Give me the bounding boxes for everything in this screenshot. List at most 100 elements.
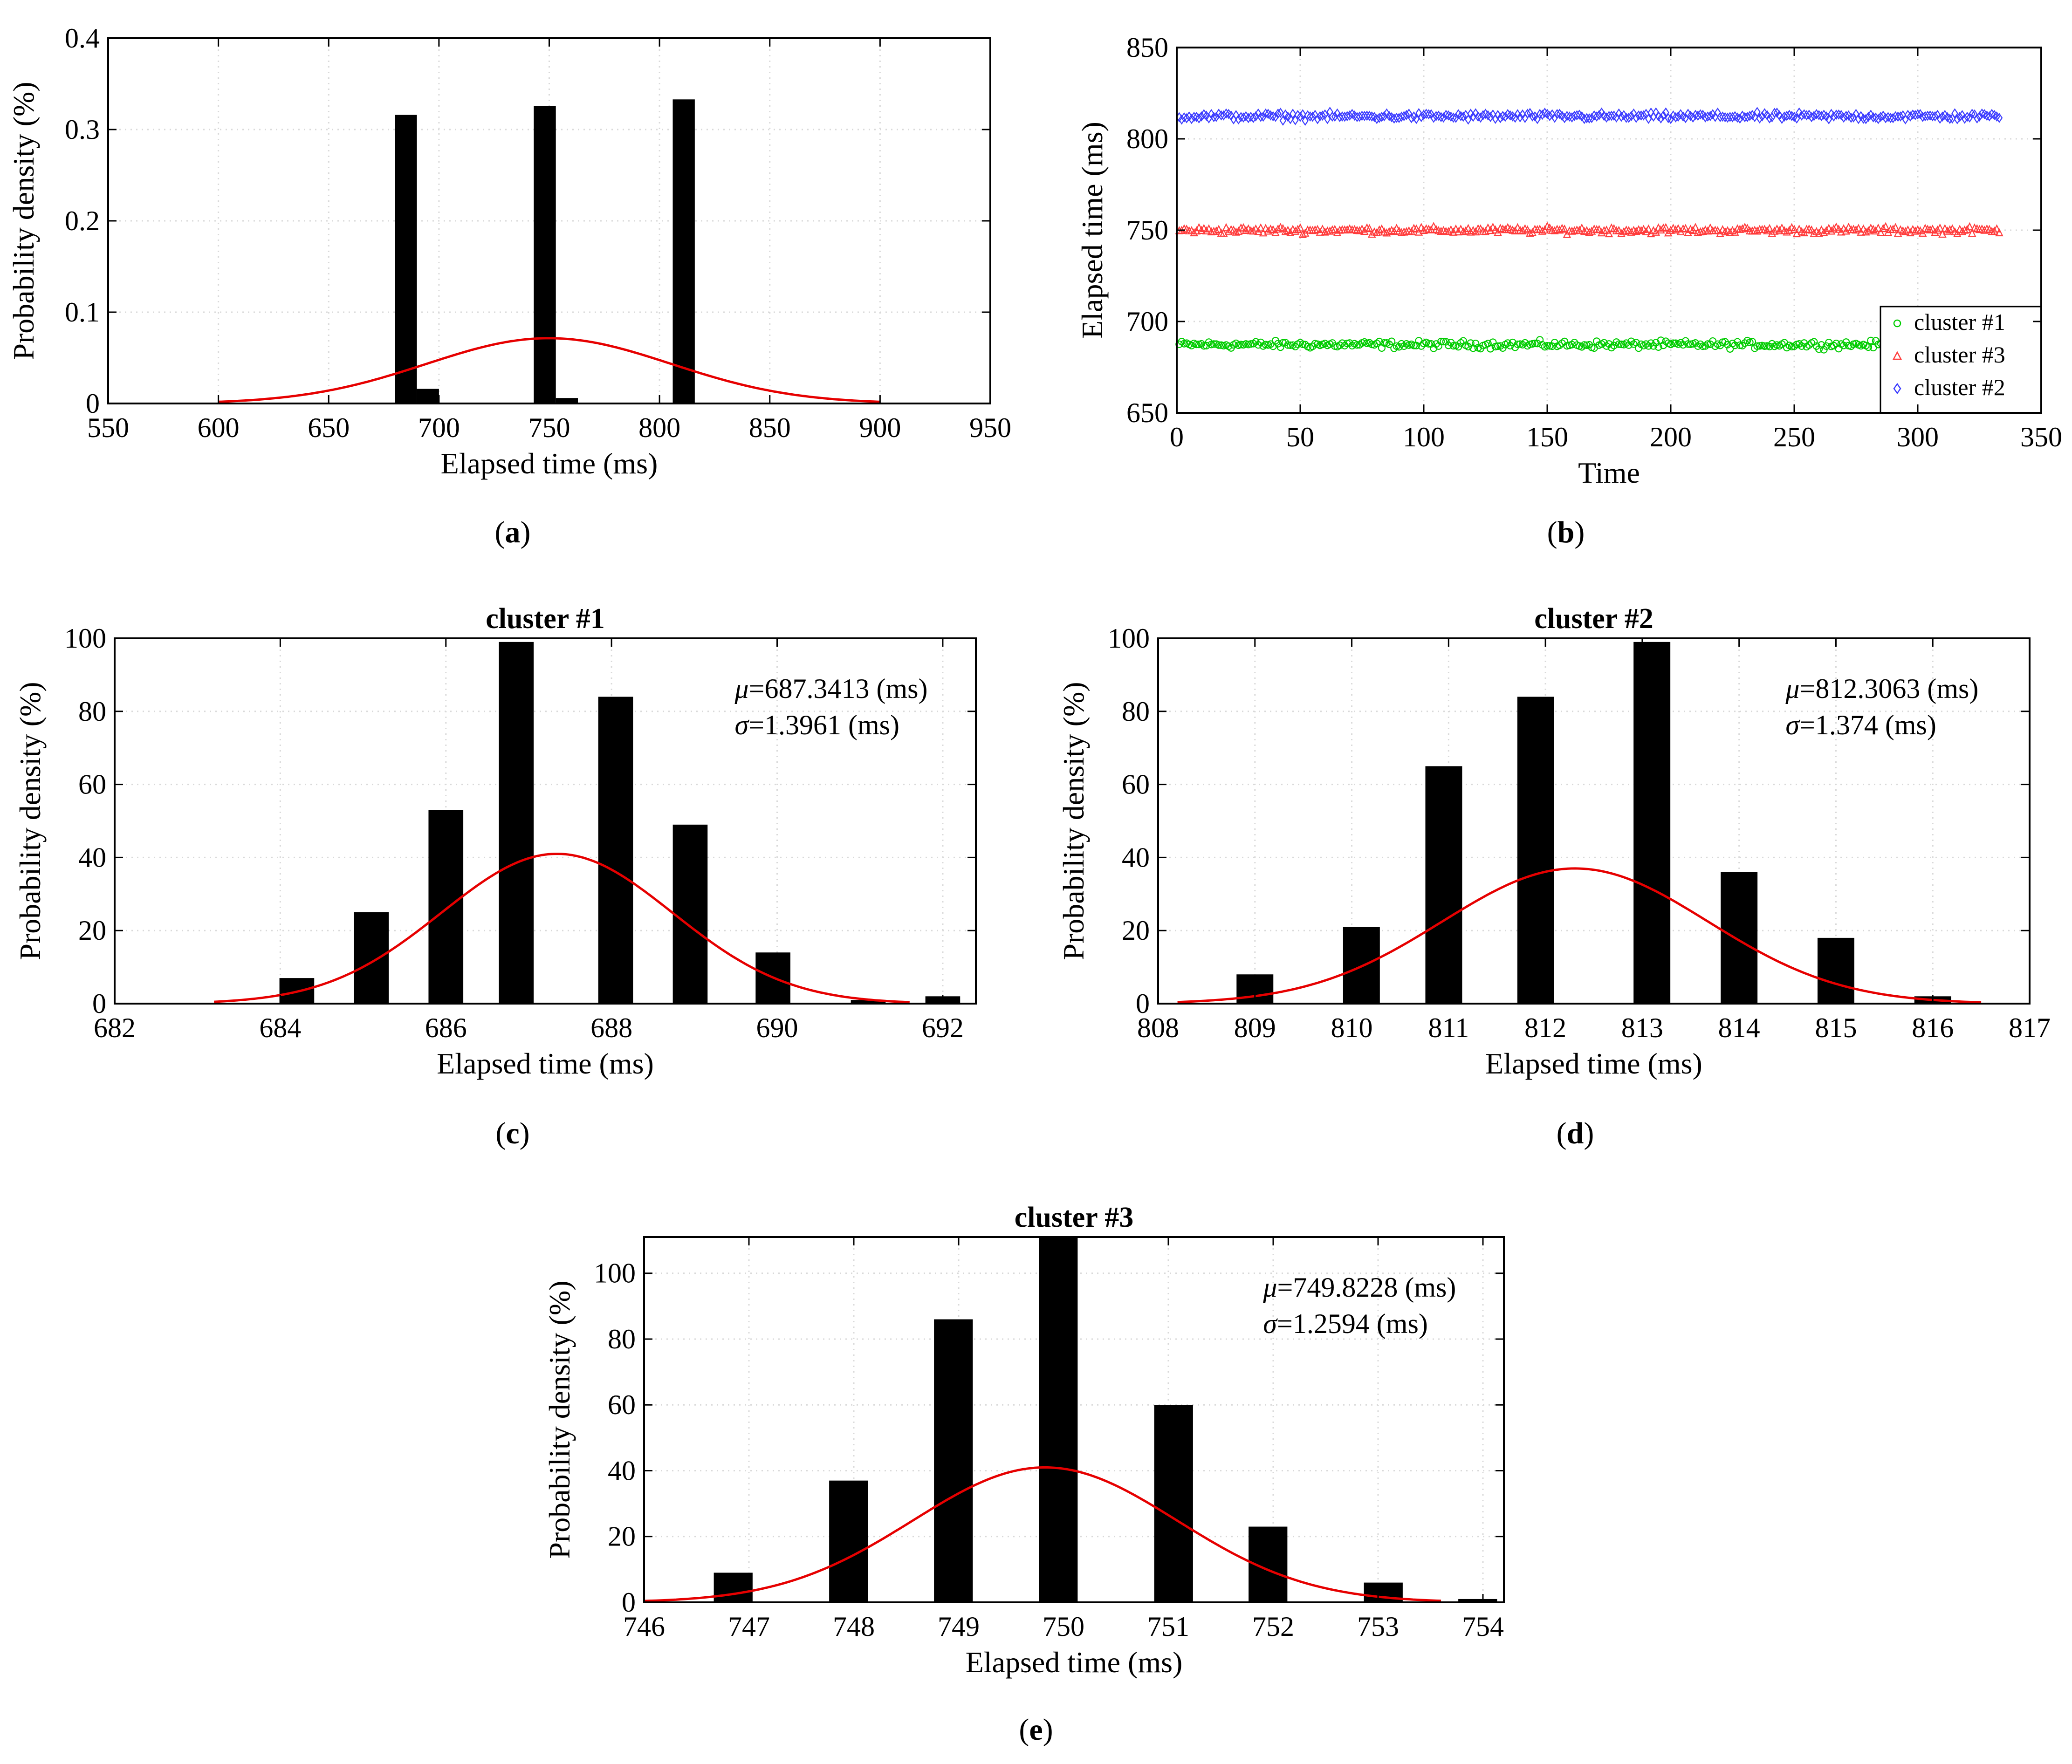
point-marker	[1980, 226, 1989, 234]
point-marker	[1183, 113, 1190, 123]
point-marker	[1605, 229, 1613, 238]
point-marker	[1391, 113, 1398, 124]
point-marker	[1788, 342, 1796, 350]
point-marker	[1420, 226, 1428, 234]
point-marker	[1852, 225, 1860, 234]
point-marker	[1640, 110, 1647, 121]
x-tick-label: 815	[1815, 1012, 1857, 1043]
x-tick-label: 747	[728, 1611, 770, 1642]
point-marker	[1936, 113, 1944, 124]
x-tick-label: 750	[1043, 1611, 1084, 1642]
y-tick-label: 0.1	[65, 297, 100, 328]
point-marker	[1699, 226, 1707, 235]
point-marker	[1400, 111, 1407, 122]
point-marker	[1765, 224, 1774, 232]
point-marker	[1570, 226, 1579, 234]
point-marker	[1296, 223, 1304, 232]
point-marker	[1452, 224, 1460, 233]
point-marker	[1430, 112, 1437, 123]
point-marker	[1387, 337, 1396, 345]
point-marker	[1412, 224, 1420, 233]
point-marker	[1593, 111, 1600, 122]
y-tick-label: 850	[1126, 32, 1168, 63]
x-tick-label: 550	[87, 412, 129, 443]
point-marker	[1807, 225, 1816, 234]
point-marker	[1297, 111, 1304, 122]
point-marker	[1864, 343, 1873, 351]
point-marker	[1331, 225, 1339, 233]
sigma-annotation: σ=1.374 (ms)	[1785, 710, 1936, 740]
point-marker	[1756, 342, 1763, 350]
point-marker	[1249, 226, 1258, 235]
point-marker	[1578, 223, 1586, 232]
y-tick-label: 100	[594, 1258, 636, 1289]
point-marker	[1954, 114, 1961, 124]
point-marker	[1607, 343, 1615, 352]
histogram-bar	[1817, 937, 1854, 1004]
point-marker	[1761, 342, 1769, 350]
point-marker	[1671, 225, 1680, 234]
point-marker	[1413, 114, 1420, 124]
point-marker	[1274, 224, 1283, 233]
y-tick-label: 0	[86, 388, 100, 419]
point-marker	[1437, 112, 1445, 123]
point-marker	[1336, 112, 1344, 123]
point-marker	[1835, 109, 1842, 120]
point-marker	[1440, 112, 1447, 123]
point-marker	[1214, 225, 1223, 233]
point-marker	[1892, 111, 1899, 122]
point-marker	[1293, 225, 1302, 233]
y-tick-label: 0.4	[65, 23, 100, 54]
point-marker	[1267, 110, 1274, 121]
point-marker	[1198, 111, 1205, 122]
point-marker	[1798, 110, 1805, 121]
point-marker	[1595, 110, 1603, 121]
x-tick-label: 650	[308, 412, 350, 443]
point-marker	[1822, 226, 1831, 234]
point-marker	[1324, 114, 1331, 124]
x-tick-label: 749	[938, 1611, 980, 1642]
point-marker	[1331, 111, 1338, 122]
point-marker	[1746, 110, 1753, 121]
point-marker	[1855, 114, 1862, 124]
y-tick-label: 700	[1126, 306, 1168, 337]
point-marker	[1921, 111, 1929, 122]
point-marker	[1697, 109, 1704, 120]
point-marker	[1674, 224, 1682, 232]
y-tick-label: 0	[92, 988, 106, 1019]
x-tick-label: 751	[1147, 1611, 1189, 1642]
point-marker	[1946, 114, 1954, 124]
sigma-annotation: σ=1.2594 (ms)	[1263, 1308, 1427, 1339]
point-marker	[1580, 226, 1589, 235]
histogram-bar	[1633, 642, 1671, 1004]
point-marker	[1560, 337, 1569, 345]
point-marker	[1741, 339, 1749, 347]
point-marker	[1619, 227, 1628, 236]
point-marker	[1625, 112, 1633, 123]
point-marker	[1953, 229, 1962, 238]
point-marker	[1842, 110, 1850, 121]
histogram-bar	[556, 398, 578, 403]
point-marker	[1466, 227, 1475, 236]
y-tick-label: 100	[64, 623, 106, 654]
point-marker	[1437, 337, 1445, 346]
histogram-bar	[1517, 697, 1554, 1004]
point-marker	[1706, 223, 1715, 232]
point-marker	[1876, 228, 1885, 236]
chart-title: cluster #3	[1015, 1202, 1133, 1233]
y-tick-label: 40	[1122, 842, 1150, 873]
mu-annotation: μ=687.3413 (ms)	[734, 673, 928, 704]
point-marker	[1719, 111, 1726, 122]
point-marker	[1269, 225, 1277, 233]
mu-annotation: μ=812.3063 (ms)	[1785, 673, 1978, 704]
point-marker	[1366, 110, 1373, 121]
x-tick-label: 150	[1526, 422, 1568, 452]
point-marker	[1197, 226, 1206, 234]
point-marker	[1178, 338, 1186, 346]
point-marker	[1344, 111, 1351, 122]
point-marker	[1775, 226, 1784, 234]
y-axis-label: Probability density (%)	[7, 82, 40, 360]
point-marker	[1489, 338, 1497, 346]
point-marker	[1763, 226, 1771, 234]
